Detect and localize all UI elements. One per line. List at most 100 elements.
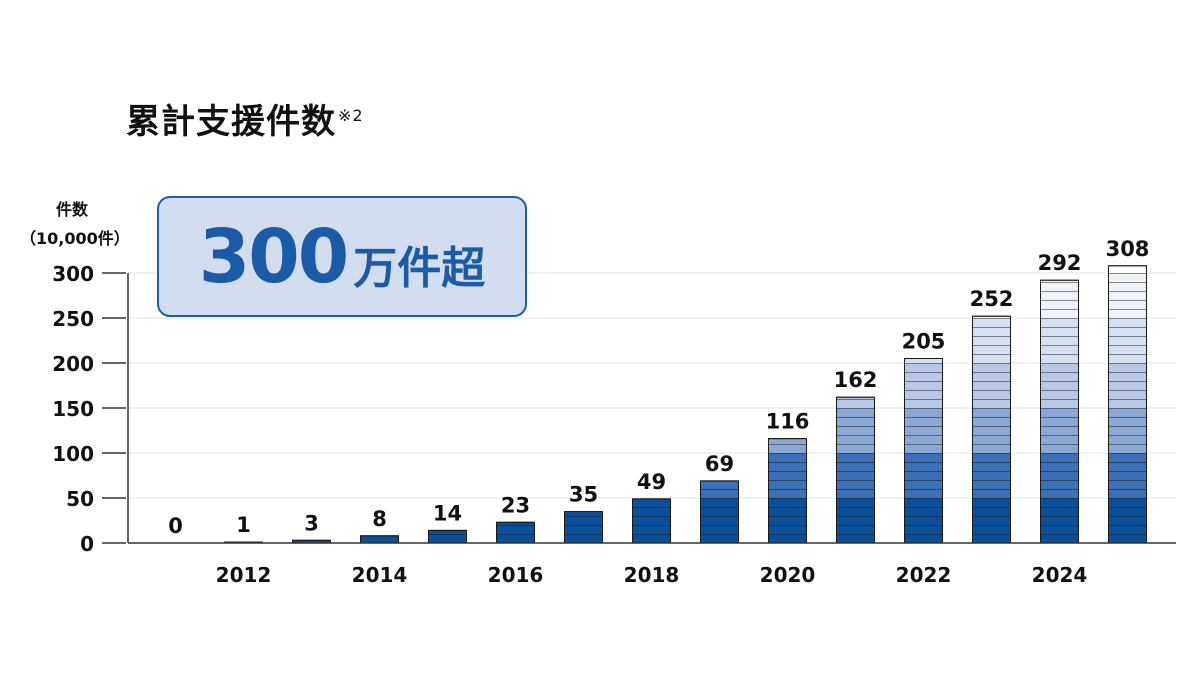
bar-segment xyxy=(1108,462,1147,471)
bar-segment xyxy=(1108,435,1147,444)
bar-segment xyxy=(1040,426,1079,435)
bar-segment xyxy=(1108,265,1147,273)
y-tick-label: 250 xyxy=(52,307,94,331)
bar-segment xyxy=(1108,471,1147,480)
bar-segment xyxy=(836,453,875,462)
bar-segment xyxy=(768,498,807,507)
bar-segment xyxy=(836,397,875,399)
bar-segment xyxy=(1108,390,1147,399)
bar-segment xyxy=(1040,471,1079,480)
bar-segment xyxy=(1108,282,1147,291)
bar-segment xyxy=(1108,318,1147,327)
bar-segment xyxy=(700,480,739,489)
bar-segment xyxy=(972,498,1011,507)
bar-segment xyxy=(904,525,943,534)
x-tick-label: 2014 xyxy=(352,563,408,587)
bar-segment xyxy=(1040,336,1079,345)
bar-segment xyxy=(1040,309,1079,318)
bar-segment xyxy=(1040,390,1079,399)
bar-segment xyxy=(1108,381,1147,390)
bar-segment xyxy=(972,480,1011,489)
bar-segment xyxy=(836,507,875,516)
bar xyxy=(700,480,739,544)
bar-segment xyxy=(904,372,943,381)
bar-segment xyxy=(1040,363,1079,372)
bar-segment xyxy=(1040,291,1079,300)
bar-segment xyxy=(1108,291,1147,300)
bar-segment xyxy=(700,525,739,534)
bar-segment xyxy=(836,480,875,489)
bar-segment xyxy=(700,516,739,525)
bar-segment xyxy=(972,354,1011,363)
chart-title-text: 累計支援件数 xyxy=(126,102,336,142)
bar-segment xyxy=(904,444,943,453)
bar xyxy=(1040,279,1079,544)
bar-segment xyxy=(564,525,603,534)
bar xyxy=(360,535,399,544)
bar-segment xyxy=(972,444,1011,453)
bar-segment xyxy=(1040,444,1079,453)
bar-segment xyxy=(1108,345,1147,354)
bar-segment xyxy=(1108,336,1147,345)
bar-segment xyxy=(1040,435,1079,444)
bar-segment xyxy=(1040,345,1079,354)
data-label: 116 xyxy=(766,410,810,434)
bar-segment xyxy=(904,363,943,372)
y-tick-label: 100 xyxy=(52,442,94,466)
bar-segment xyxy=(292,540,331,543)
bar-segment xyxy=(972,345,1011,354)
bar-segment xyxy=(836,471,875,480)
bar-segment xyxy=(1040,507,1079,516)
bar xyxy=(768,438,807,544)
bar-segment xyxy=(1108,507,1147,516)
x-tick-label: 2024 xyxy=(1032,563,1088,587)
bar-segment xyxy=(632,516,671,525)
bar-segment xyxy=(1040,534,1079,543)
bar-segment xyxy=(972,426,1011,435)
bar-segment xyxy=(1108,372,1147,381)
bar-segment xyxy=(1108,354,1147,363)
bar xyxy=(972,315,1011,544)
y-tick-label: 200 xyxy=(52,352,94,376)
data-label: 252 xyxy=(970,287,1014,311)
bar xyxy=(496,521,535,544)
bar-segment xyxy=(768,525,807,534)
data-label: 308 xyxy=(1106,237,1150,261)
x-tick-label: 2020 xyxy=(760,563,816,587)
y-axis-unit: （10,000件） xyxy=(20,229,130,248)
data-label: 23 xyxy=(501,493,530,517)
bar-segment xyxy=(1040,327,1079,336)
title-note: ※2 xyxy=(338,106,364,125)
bar-segment xyxy=(632,525,671,534)
bar-segment xyxy=(1108,444,1147,453)
bar-segment xyxy=(904,534,943,543)
bar xyxy=(836,396,875,544)
bar-segment xyxy=(904,390,943,399)
bar-segment xyxy=(1040,453,1079,462)
bar-segment xyxy=(1040,417,1079,426)
bar-segment xyxy=(768,462,807,471)
bar-segment xyxy=(768,507,807,516)
bar-segment xyxy=(1108,300,1147,309)
bar-segment xyxy=(972,462,1011,471)
bar-segment xyxy=(836,534,875,543)
bar xyxy=(904,358,943,544)
bar-segment xyxy=(972,525,1011,534)
bar-segment xyxy=(1108,534,1147,543)
bar-segment xyxy=(1108,498,1147,507)
chart-title: 累計支援件数 ※2 xyxy=(126,94,364,143)
bar-segment xyxy=(904,381,943,390)
bar-segment xyxy=(1040,498,1079,507)
bar-segment xyxy=(496,522,535,525)
bar-segment xyxy=(836,417,875,426)
bar-segment xyxy=(1108,516,1147,525)
bar-segment xyxy=(1040,318,1079,327)
bar-segment xyxy=(972,327,1011,336)
data-label: 205 xyxy=(902,330,946,354)
bar-segment xyxy=(904,426,943,435)
bar-segment xyxy=(904,417,943,426)
bar-segment xyxy=(972,390,1011,399)
bar-segment xyxy=(1040,399,1079,408)
bar-segment xyxy=(1108,453,1147,462)
bar-segment xyxy=(904,489,943,498)
